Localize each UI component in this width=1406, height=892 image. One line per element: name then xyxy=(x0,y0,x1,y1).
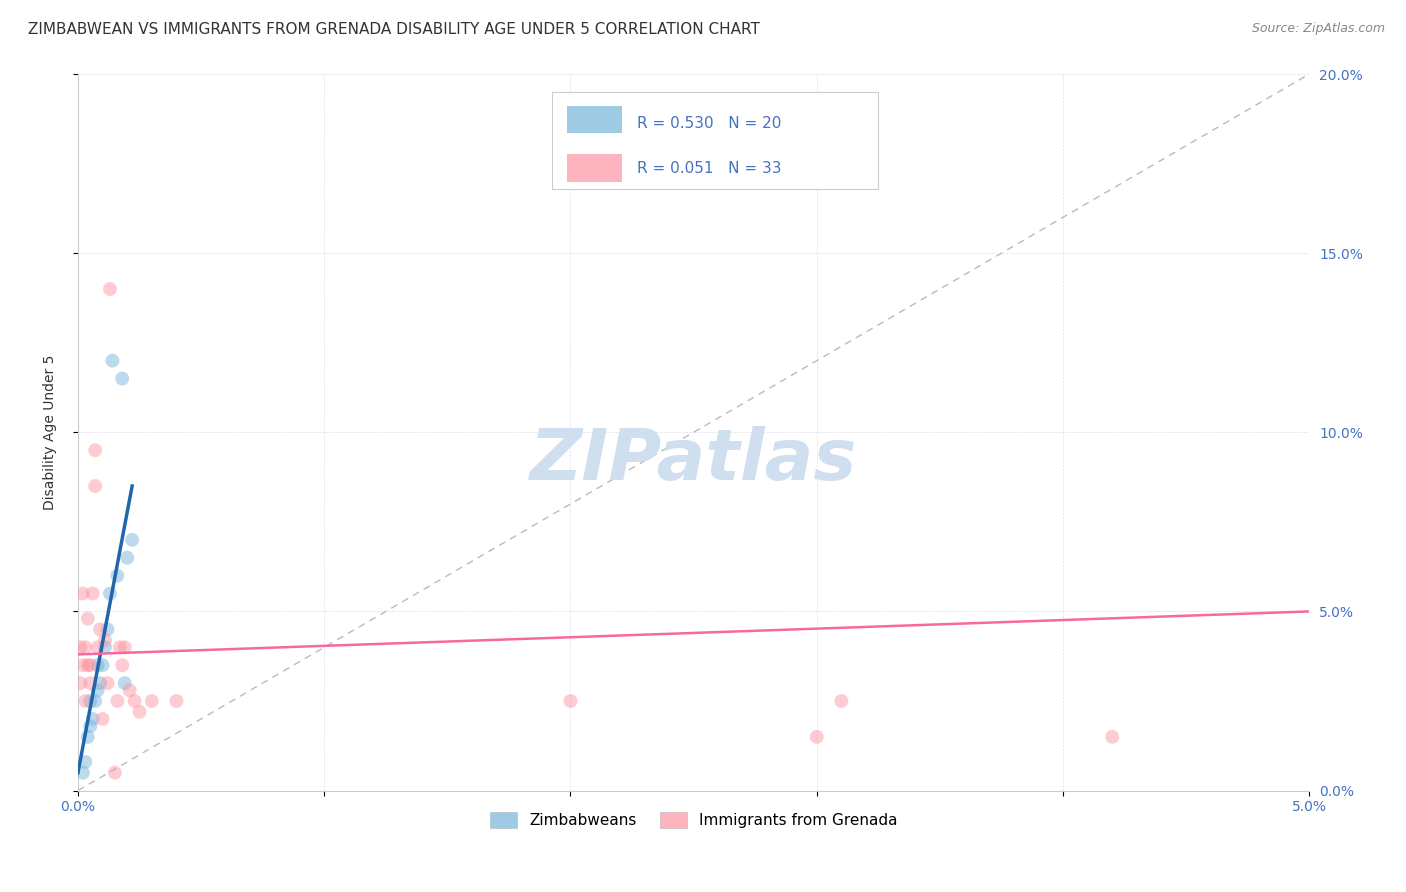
Point xyxy=(72,586,94,600)
Point xyxy=(79,719,101,733)
Point xyxy=(96,676,118,690)
Point xyxy=(69,640,91,655)
Text: R = 0.051   N = 33: R = 0.051 N = 33 xyxy=(637,161,782,176)
Point xyxy=(124,694,146,708)
Text: ZIPatlas: ZIPatlas xyxy=(530,426,858,495)
Point xyxy=(86,640,108,655)
Point xyxy=(76,612,98,626)
Legend: Zimbabweans, Immigrants from Grenada: Zimbabweans, Immigrants from Grenada xyxy=(484,806,904,835)
Point xyxy=(806,730,828,744)
Point xyxy=(82,712,104,726)
Point xyxy=(98,586,121,600)
Point xyxy=(76,658,98,673)
Point xyxy=(104,765,127,780)
Point xyxy=(121,533,143,547)
Point xyxy=(1101,730,1123,744)
Point xyxy=(84,479,107,493)
Text: ZIMBABWEAN VS IMMIGRANTS FROM GRENADA DISABILITY AGE UNDER 5 CORRELATION CHART: ZIMBABWEAN VS IMMIGRANTS FROM GRENADA DI… xyxy=(28,22,761,37)
FancyBboxPatch shape xyxy=(567,106,623,133)
Point xyxy=(91,658,114,673)
Point xyxy=(94,640,117,655)
Point xyxy=(115,550,138,565)
Point xyxy=(72,765,94,780)
Text: Source: ZipAtlas.com: Source: ZipAtlas.com xyxy=(1251,22,1385,36)
Point xyxy=(118,683,141,698)
Point xyxy=(76,730,98,744)
Point xyxy=(79,694,101,708)
Point xyxy=(98,282,121,296)
Point xyxy=(141,694,163,708)
Point xyxy=(108,640,131,655)
FancyBboxPatch shape xyxy=(553,92,879,189)
Point xyxy=(96,623,118,637)
Point xyxy=(86,683,108,698)
Point xyxy=(91,712,114,726)
Point xyxy=(72,658,94,673)
Point xyxy=(75,694,97,708)
Point xyxy=(84,443,107,458)
Point xyxy=(105,694,128,708)
Point xyxy=(111,371,134,385)
Point xyxy=(75,640,97,655)
Point xyxy=(128,705,150,719)
Y-axis label: Disability Age Under 5: Disability Age Under 5 xyxy=(44,355,58,510)
Point xyxy=(166,694,188,708)
Point xyxy=(82,586,104,600)
FancyBboxPatch shape xyxy=(567,154,623,181)
Point xyxy=(101,353,124,368)
Point xyxy=(75,755,97,769)
Point xyxy=(114,640,136,655)
Point xyxy=(79,658,101,673)
Point xyxy=(89,623,111,637)
Point xyxy=(79,676,101,690)
Point xyxy=(111,658,134,673)
Point xyxy=(830,694,852,708)
Point xyxy=(114,676,136,690)
Point xyxy=(69,676,91,690)
Point xyxy=(94,633,117,648)
Point xyxy=(84,694,107,708)
Point xyxy=(560,694,582,708)
Point xyxy=(89,676,111,690)
Point xyxy=(86,658,108,673)
Text: R = 0.530   N = 20: R = 0.530 N = 20 xyxy=(637,116,782,131)
Point xyxy=(105,568,128,582)
